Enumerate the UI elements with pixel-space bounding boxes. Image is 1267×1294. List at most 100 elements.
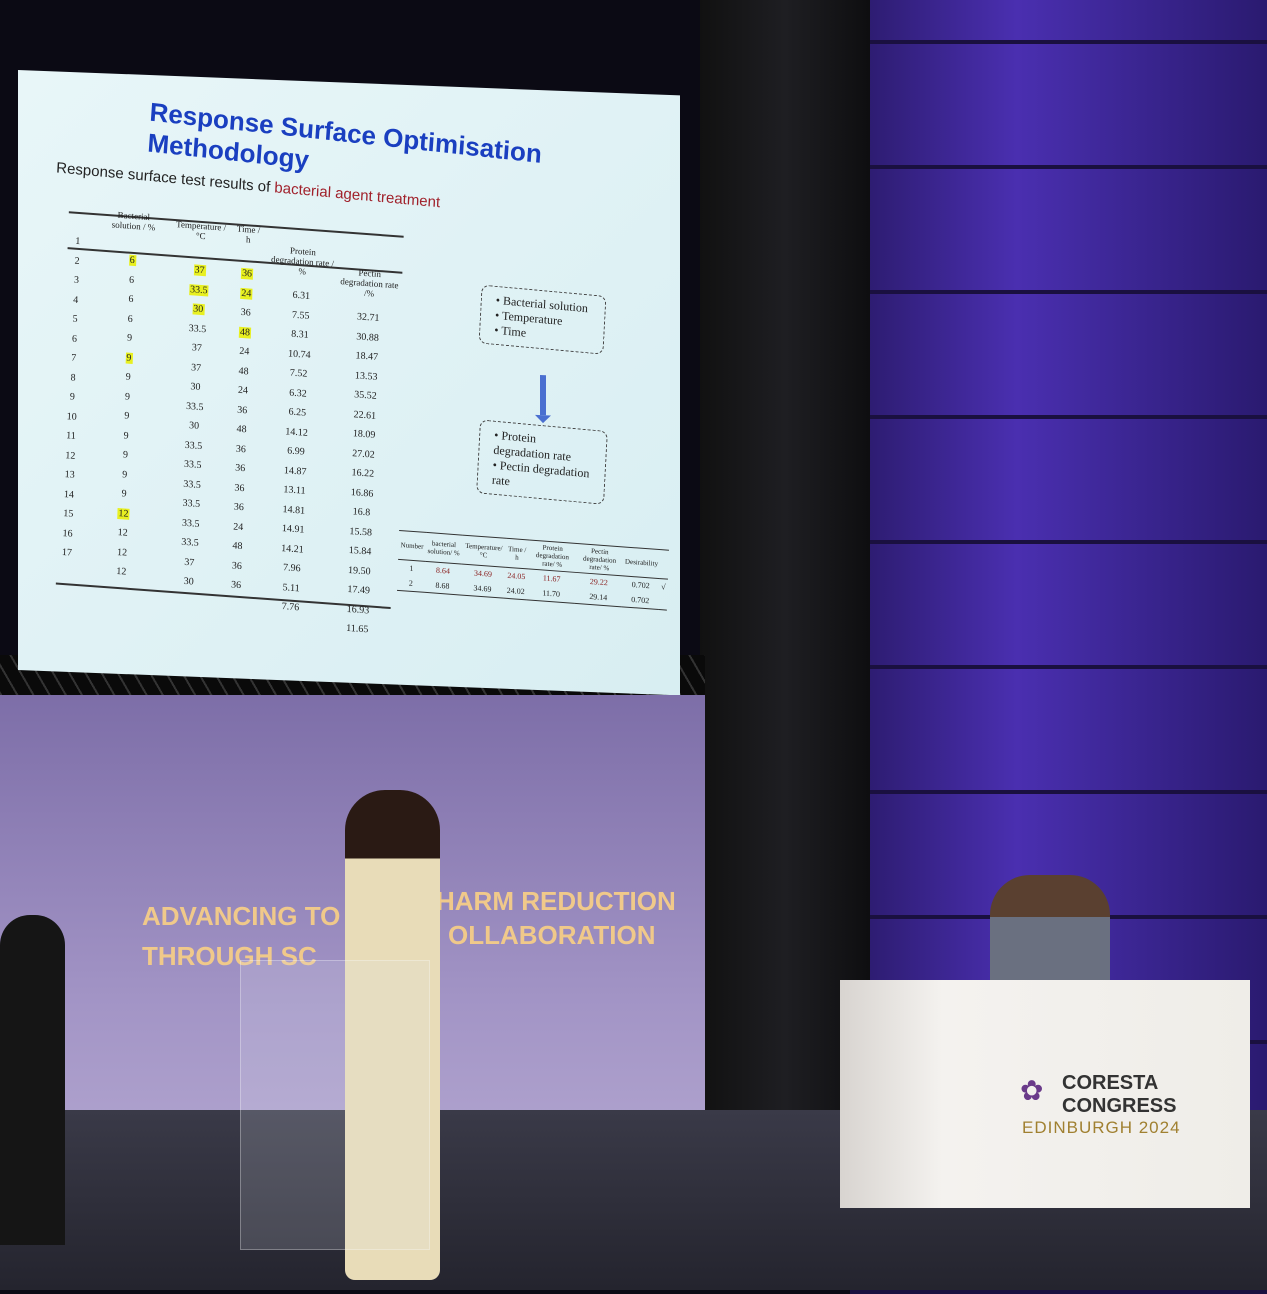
stage-curtain: [700, 0, 870, 1150]
table-cell: 30: [188, 420, 200, 432]
table-row-cell: 36: [227, 399, 258, 421]
table-cell: 6: [128, 254, 136, 267]
table-cell: 12: [65, 449, 76, 462]
table-row-cell: 11.65: [325, 617, 391, 641]
table-cell: 6: [127, 313, 133, 325]
table-cell: 16.22: [351, 467, 375, 480]
table-row-cell: 24: [231, 283, 262, 305]
slogan-line-1a: ADVANCING TO: [142, 901, 341, 931]
table-cell: 7: [71, 352, 77, 364]
column-number: 1 2 3 4 5 6 7 8 9 10 11 12 13 14 15 16 17: [57, 191, 90, 563]
table-cell: 7.55: [291, 309, 310, 322]
table-cell: 16.93: [346, 603, 370, 616]
table-cell: 9: [69, 391, 76, 403]
table-row-cell: 24: [229, 341, 260, 363]
table-cell: 15.58: [349, 525, 373, 539]
side-table: [0, 915, 65, 1245]
table-row-cell: 48: [222, 536, 253, 558]
table-cell: 11.65: [346, 622, 369, 636]
optimum-header: Number: [398, 530, 427, 562]
table-cell: 6.31: [292, 289, 311, 302]
table-row-cell: 36: [221, 555, 252, 577]
column-header: Time / h: [236, 223, 261, 245]
optimum-header: bacterial solution/ %: [425, 532, 463, 565]
optimum-cell: 8.68: [435, 580, 450, 591]
table-cell: 16.86: [350, 486, 374, 500]
table-cell: 22.61: [353, 408, 377, 422]
table-cell: 14.91: [281, 523, 305, 536]
table-cell: 8: [70, 371, 76, 384]
table-cell: 30: [190, 381, 201, 393]
table-cell: 32.71: [356, 311, 380, 325]
table-row-cell: 12: [96, 560, 147, 583]
table-cell: 9: [124, 410, 130, 422]
table-cell: 13.11: [283, 484, 306, 497]
column-bacterial: Bacterial solution / % 6 6 6 6 9 9 9 9 9 9 9 9 9 12 12 1…: [96, 209, 159, 583]
table-cell: 36: [234, 482, 245, 494]
optimum-cell: 34.69: [473, 583, 492, 594]
table-cell: 6.25: [288, 406, 307, 419]
table-cell: 30: [192, 303, 205, 316]
table-cell: 7.52: [289, 367, 308, 380]
column-header: [68, 191, 89, 232]
wall-plank-seam: [850, 540, 1267, 544]
table-row-cell: 36: [230, 302, 261, 324]
table-row-cell: 10: [61, 406, 82, 427]
table-row-cell: 16: [57, 523, 78, 544]
table-row-cell: 36: [225, 458, 256, 480]
table-cell: 18.47: [355, 350, 379, 363]
wall-plank-seam: [850, 665, 1267, 669]
table-cell: 36: [235, 462, 246, 475]
table-row-cell: 48: [226, 419, 257, 441]
logo-line-1: CORESTA: [1062, 1072, 1159, 1094]
table-cell: 16: [62, 527, 73, 540]
table-row-cell: 30: [161, 570, 217, 593]
table-row-cell: 12: [60, 445, 81, 466]
table-cell: 12: [116, 546, 128, 559]
table-cell: 24: [232, 520, 244, 533]
table-cell: 15.84: [348, 544, 372, 558]
table-cell: 30: [183, 575, 194, 588]
logo-line-2: CONGRESS: [1062, 1095, 1177, 1117]
table-cell: 5: [72, 313, 78, 325]
table-cell: 36: [237, 404, 248, 416]
table-cell: 6.32: [289, 386, 307, 400]
table-cell: 17: [61, 546, 73, 559]
table-cell: 33.5: [188, 322, 207, 335]
table-cell: 10.74: [287, 347, 311, 361]
table-cell: 1: [75, 235, 81, 248]
table-cell: 2: [74, 255, 80, 267]
table-row-cell: 36: [224, 497, 255, 519]
table-row-cell: 13: [59, 465, 80, 486]
table-cell: 33.5: [181, 517, 200, 530]
optimum-header: Temperature/ °C: [461, 535, 506, 568]
table-row-cell: 1: [67, 231, 88, 252]
table-cell: 14.81: [282, 503, 306, 517]
table-cell: 24: [240, 287, 253, 300]
table-cell: 33.5: [188, 283, 209, 296]
table-cell: 33.5: [181, 536, 199, 549]
wall-plank-seam: [850, 1290, 1267, 1294]
table-cell: 24: [237, 384, 249, 397]
table-cell: 27.02: [352, 447, 375, 461]
table-cell: 48: [236, 423, 247, 436]
logo-line-3: EDINBURGH 2024: [1022, 1118, 1181, 1137]
table-cell: 19.50: [347, 564, 371, 578]
table-row-cell: 7: [63, 348, 84, 369]
table-cell: 37: [193, 264, 206, 277]
table-cell: 9: [125, 351, 133, 364]
down-arrow-icon: [540, 375, 546, 416]
table-cell: 14.87: [283, 464, 307, 478]
column-header: Temperature / °C: [175, 219, 227, 242]
optimum-header: Pectin degradation rate/ %: [575, 543, 624, 576]
table-row-cell: 4: [65, 290, 86, 311]
optimum-cell: 11.70: [542, 588, 561, 599]
table-cell: 36: [231, 559, 243, 572]
table-row-cell: 15: [58, 504, 79, 525]
table-row-cell: 36: [232, 263, 263, 285]
table-cell: 9: [122, 449, 129, 461]
table-cell: 36: [240, 306, 251, 319]
table-cell: 37: [191, 342, 203, 355]
table-cell: 6: [71, 333, 78, 345]
wall-plank-seam: [850, 290, 1267, 294]
